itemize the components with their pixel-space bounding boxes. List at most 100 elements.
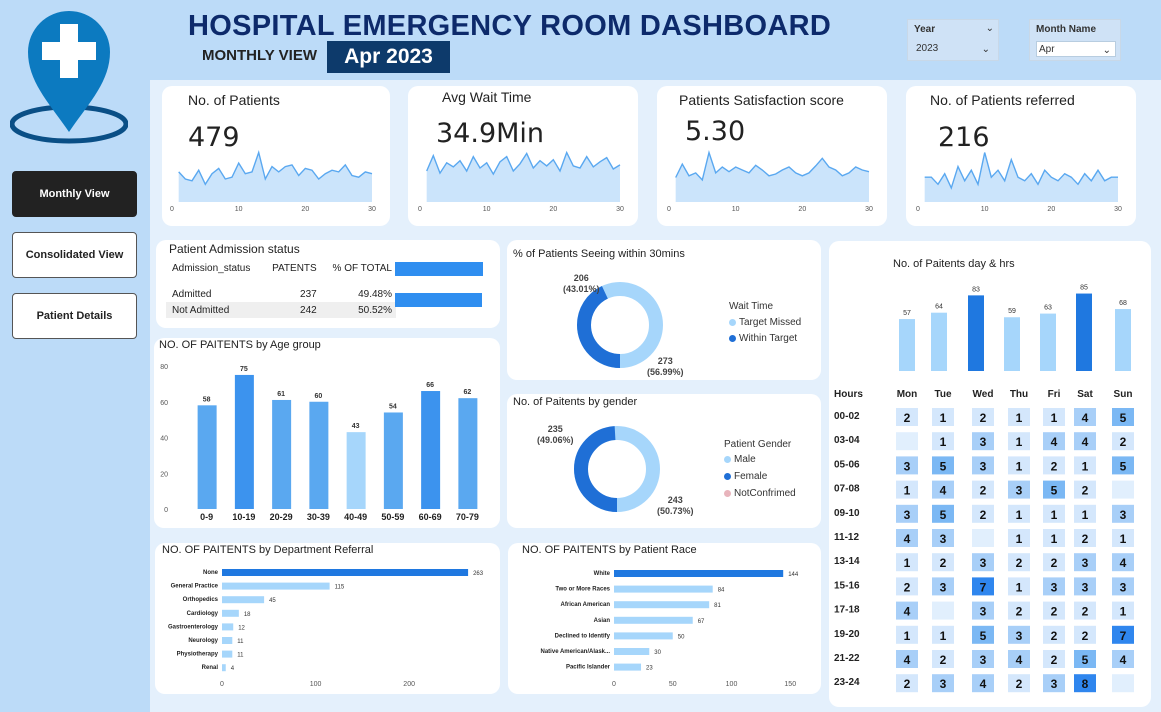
heatmap-cell — [896, 577, 918, 596]
heatmap-hour-label: 19-20 — [834, 629, 860, 640]
category-label: General Practice — [171, 584, 219, 590]
chevron-down-icon: ⌄ — [985, 23, 994, 34]
bar-label: 66 — [426, 382, 434, 389]
bar-label: 11 — [237, 639, 244, 645]
heatmap-cell-value: 5 — [1120, 411, 1127, 425]
monthly-view-button[interactable]: Monthly View — [12, 171, 137, 217]
heatmap-cell — [1008, 480, 1030, 499]
bar-label: 57 — [903, 310, 911, 317]
heatmap-cell-value: 7 — [980, 580, 987, 594]
category-label: African American — [561, 602, 611, 608]
heatmap-cell — [972, 408, 994, 426]
heatmap-cell — [896, 480, 918, 499]
heatmap-cell — [932, 408, 954, 426]
heatmap-cell — [1008, 408, 1030, 426]
heatmap-cell-value: 3 — [1051, 677, 1058, 691]
heatmap-day-label: Sun — [1114, 389, 1133, 400]
heatmap-cell-value: 3 — [1082, 580, 1089, 594]
category-label: Orthopedics — [183, 597, 219, 603]
heatmap-cell — [932, 577, 954, 596]
heatmap-cell — [1074, 456, 1096, 475]
x-tick-label: 40-49 — [344, 512, 367, 522]
bar-label: 67 — [698, 619, 705, 625]
card-title: NO. OF PAITENTS by Department Referral — [162, 544, 374, 556]
sparkline-chart: 0 10 20 30 — [667, 149, 873, 213]
heatmap-cell — [896, 674, 918, 693]
heatmap-cell-value: 3 — [1120, 580, 1127, 594]
heatmap-cell — [1112, 553, 1134, 572]
card-title: % of Patients Seeing within 30mins — [513, 248, 685, 260]
heatmap-cell-value: 2 — [904, 580, 911, 594]
category-label: White — [594, 571, 611, 577]
heatmap-cell-value: 2 — [980, 508, 987, 522]
bar-label: 11 — [237, 653, 244, 659]
bar — [222, 596, 265, 604]
heatmap-day-label: Mon — [897, 389, 918, 400]
x-tick-label: 200 — [403, 681, 415, 688]
heatmap-cell — [972, 625, 994, 644]
category-label: Native American/Alask... — [541, 649, 611, 655]
month-slicer[interactable]: Month Name Apr ⌄ — [1029, 19, 1121, 61]
x-tick-label: 0 — [418, 206, 422, 213]
heatmap-cell — [1043, 529, 1065, 547]
bar — [222, 623, 234, 631]
heatmap-cell — [1112, 601, 1134, 620]
heatmap-cell — [1074, 432, 1096, 451]
month-slicer-value[interactable]: Apr ⌄ — [1036, 41, 1116, 57]
heatmap-cell — [932, 650, 954, 668]
heatmap-cell — [896, 529, 918, 547]
bar-label: 81 — [714, 603, 721, 609]
heatmap-cell-value: 2 — [1082, 605, 1089, 619]
heatmap-hour-label: 15-16 — [834, 580, 860, 591]
card-title: NO. OF PAITENTS by Age group — [159, 339, 321, 351]
bar — [614, 570, 784, 577]
patient-details-button[interactable]: Patient Details — [12, 293, 137, 339]
x-tick-label: 30 — [368, 206, 376, 213]
y-tick-label: 0 — [164, 507, 168, 514]
kpi-card-satisfaction: Patients Satisfaction score 5.30 0 10 20 30 — [657, 86, 887, 226]
donut-slice-within — [577, 282, 663, 368]
heatmap-day-label: Wed — [973, 389, 994, 400]
heatmap-cell — [1008, 674, 1030, 693]
heatmap-cell — [1043, 577, 1065, 596]
heatmap-cell — [1008, 553, 1030, 572]
year-slicer[interactable]: Year ⌄ 2023 ⌄ — [907, 19, 999, 61]
heatmap-cell-value: 4 — [904, 605, 911, 619]
heatmap-cell-value: 3 — [1016, 629, 1023, 643]
category-label: Declined to Identify — [555, 633, 611, 639]
heatmap-cell-value: 1 — [1016, 459, 1023, 473]
header-patients: PATENTS — [272, 262, 317, 274]
x-tick-label: 0 — [667, 206, 671, 213]
admission-bar-admitted — [395, 293, 482, 307]
heatmap-cell-value: 7 — [1120, 629, 1127, 643]
heatmap-hour-label: 05-06 — [834, 459, 860, 470]
heatmap-cell-value: 1 — [904, 556, 911, 570]
heatmap-cell — [972, 650, 994, 668]
heatmap-day-label: Fri — [1048, 389, 1061, 400]
heatmap-cell-value: 3 — [980, 459, 987, 473]
bar-label: 59 — [1008, 308, 1016, 315]
bar — [614, 663, 642, 671]
heatmap-cell — [1074, 529, 1096, 547]
heatmap-cell-value: 2 — [980, 411, 987, 425]
consolidated-view-button[interactable]: Consolidated View — [12, 232, 137, 278]
x-tick-label: 20 — [301, 206, 309, 213]
kpi-label: Avg Wait Time — [442, 89, 532, 105]
hours-heatmap: Hours Mon Tue Wed Thu Fri Sat Sun 00-02 2 1 2 1 1 4 5 03… — [834, 389, 1134, 693]
page-title: HOSPITAL EMERGENCY ROOM DASHBOARD — [188, 10, 832, 42]
heatmap-cell — [1074, 577, 1096, 596]
cell-status: Admitted — [172, 288, 212, 300]
heatmap-cell — [932, 456, 954, 475]
heatmap-cell-value: 1 — [1016, 435, 1023, 449]
year-slicer-value[interactable]: 2023 ⌄ — [914, 41, 994, 57]
bar — [614, 648, 650, 655]
wait-time-card: % of Patients Seeing within 30mins 206 (4… — [507, 240, 821, 380]
age-group-card: NO. OF PAITENTS by Age group 0 20 40 60 80 58… — [154, 338, 500, 528]
bar — [222, 582, 330, 590]
header-pct: % OF TOTAL — [332, 262, 392, 274]
admission-status-card: Patient Admission status Admission_statu… — [156, 240, 500, 328]
bar-label: 18 — [244, 612, 251, 618]
wait-donut-chart — [577, 282, 663, 368]
heatmap-cell — [896, 408, 918, 426]
year-slicer-label: Year — [914, 24, 936, 35]
